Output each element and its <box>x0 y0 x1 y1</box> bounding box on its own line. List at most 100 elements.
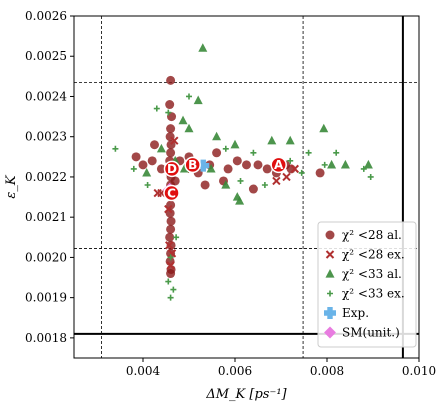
data-point <box>261 181 268 188</box>
x-tick-label: 0.004 <box>126 364 161 378</box>
data-point <box>170 286 177 293</box>
y-axis-label: ε_K <box>4 174 19 198</box>
data-point <box>267 135 277 145</box>
legend-entry: χ² <33 al. <box>325 267 402 281</box>
data-point <box>156 143 166 153</box>
data-point <box>170 136 179 145</box>
data-point <box>327 159 337 169</box>
data-point <box>223 164 233 174</box>
data-point <box>167 294 174 301</box>
data-point <box>305 149 312 156</box>
data-point <box>212 131 222 141</box>
legend-marker <box>327 290 333 297</box>
legend-entry: χ² <28 al. <box>325 228 402 242</box>
data-point <box>130 165 137 172</box>
data-point <box>131 152 141 162</box>
data-point <box>144 181 151 188</box>
data-point <box>166 124 176 134</box>
data-point <box>186 93 192 100</box>
y-tick-label: 0.0023 <box>25 130 67 144</box>
data-point <box>165 100 175 110</box>
data-point <box>222 145 229 152</box>
data-point <box>166 200 176 210</box>
data-point <box>112 145 119 152</box>
legend-label: χ² <28 ex. <box>342 248 405 262</box>
data-point <box>315 168 325 178</box>
legend-label: SM(unit.) <box>342 326 400 340</box>
legend-marker <box>324 326 336 339</box>
y-tick-label: 0.0025 <box>25 49 67 63</box>
annotation-badge <box>270 156 287 174</box>
annotation-badge <box>163 160 181 178</box>
data-point <box>290 164 300 174</box>
annotation-badge <box>184 156 201 174</box>
annotation-label: A <box>274 158 284 172</box>
data-point <box>363 159 373 169</box>
data-point <box>250 149 257 156</box>
legend-label: Exp. <box>342 306 369 320</box>
data-point <box>197 159 210 172</box>
data-point <box>242 160 251 170</box>
y-tick-label: 0.0022 <box>25 170 67 184</box>
data-point <box>248 184 258 194</box>
x-tick-label: 0.006 <box>218 364 252 378</box>
legend-label: χ² <33 ex. <box>342 287 405 301</box>
annotation-badge <box>163 184 180 202</box>
data-point <box>272 176 281 186</box>
y-tick-label: 0.0018 <box>25 331 67 345</box>
data-point <box>282 172 291 182</box>
data-point <box>170 176 180 186</box>
legend-entry: χ² <28 ex. <box>325 248 405 262</box>
data-point <box>319 123 329 133</box>
data-point <box>167 249 177 258</box>
legend-entry: Exp. <box>324 306 369 320</box>
data-point <box>165 109 172 116</box>
data-point <box>165 241 174 250</box>
legend-label: χ² <33 al. <box>342 267 402 281</box>
data-point <box>164 204 173 214</box>
data-point <box>166 224 176 234</box>
data-point <box>184 123 194 133</box>
legend-marker <box>324 307 336 319</box>
annotation-label: C <box>167 186 176 200</box>
data-point <box>138 160 148 170</box>
data-point <box>221 180 231 189</box>
data-point <box>166 240 176 250</box>
y-tick-label: 0.0026 <box>25 9 67 23</box>
x-tick-label: 0.008 <box>310 364 344 378</box>
legend-entry: SM(unit.) <box>324 326 400 340</box>
series-1 <box>131 75 325 279</box>
data-point <box>166 216 176 226</box>
legend-label: χ² <28 al. <box>342 228 402 242</box>
data-point <box>253 160 263 170</box>
annotation-label: B <box>188 158 197 172</box>
data-point <box>173 234 180 241</box>
data-point <box>237 177 244 184</box>
data-point <box>232 156 242 166</box>
data-point <box>167 254 174 261</box>
data-point <box>153 105 160 112</box>
data-point <box>321 161 328 168</box>
plot-frame <box>73 15 420 359</box>
data-point <box>150 140 159 150</box>
data-point <box>206 163 216 173</box>
series-5 <box>197 159 210 172</box>
x-tick-label: 0.010 <box>402 364 436 378</box>
data-point <box>285 135 295 145</box>
legend: χ² <28 al. χ² <28 ex. χ² <33 al. χ² <33 ex.… <box>317 221 417 348</box>
legend-marker <box>325 250 335 259</box>
data-point <box>165 278 172 285</box>
y-tick-label: 0.0021 <box>25 210 67 224</box>
y-tick-label: 0.0019 <box>25 291 67 305</box>
data-point <box>235 196 245 205</box>
data-point <box>262 164 272 174</box>
point-annotations: A BCD <box>163 156 287 202</box>
legend-marker <box>325 269 335 278</box>
data-point <box>333 149 340 156</box>
x-axis-label: ΔM_K [ps⁻¹] <box>205 387 287 402</box>
data-point <box>287 157 294 164</box>
data-point <box>166 148 176 158</box>
data-point <box>230 139 240 149</box>
data-point <box>360 165 367 172</box>
